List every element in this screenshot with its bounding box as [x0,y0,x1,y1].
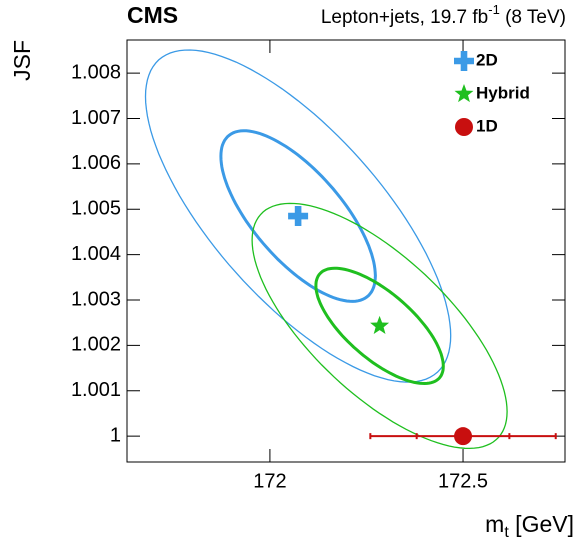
y-tick-label: 1.007 [71,107,121,129]
legend-label: 1D [476,116,498,135]
legend-marker [454,51,474,71]
y-tick-label: 1.002 [71,334,121,356]
contour [314,266,445,386]
x-label-end: [GeV] [509,511,574,537]
y-tick-label: 1.008 [71,61,121,83]
legend-label: 2D [476,50,498,69]
y-tick-label: 1.004 [71,243,121,265]
x-tick-label: 172 [253,470,286,492]
subtitle-main: Lepton+jets, 19.7 fb [321,7,488,28]
x-label-sub: t [504,524,509,541]
legend-label: Hybrid [476,83,530,102]
y-tick-label: 1.006 [71,152,121,174]
plot-frame [126,39,566,463]
x-axis-label: mt [GeV] [485,511,574,541]
legend-marker [454,84,474,103]
point [370,315,390,334]
point [288,206,309,227]
contour [251,202,508,450]
y-tick-label: 1.001 [71,379,121,401]
y-axis-label: JSF [9,40,35,81]
x-label-main: m [485,511,504,537]
y-tick-label: 1.003 [71,288,121,310]
subtitle: Lepton+jets, 19.7 fb-1 (8 TeV) [321,2,566,28]
y-tick-label: 1.005 [71,198,121,220]
subtitle-end: (8 TeV) [500,7,566,28]
point [454,427,473,446]
x-tick-label: 172.5 [438,470,488,492]
chart-title: CMS [127,2,178,28]
y-tick-label: 1 [110,424,121,446]
legend-marker [455,118,473,136]
subtitle-sup: -1 [488,2,500,17]
contour [144,49,452,383]
contour [219,129,377,303]
